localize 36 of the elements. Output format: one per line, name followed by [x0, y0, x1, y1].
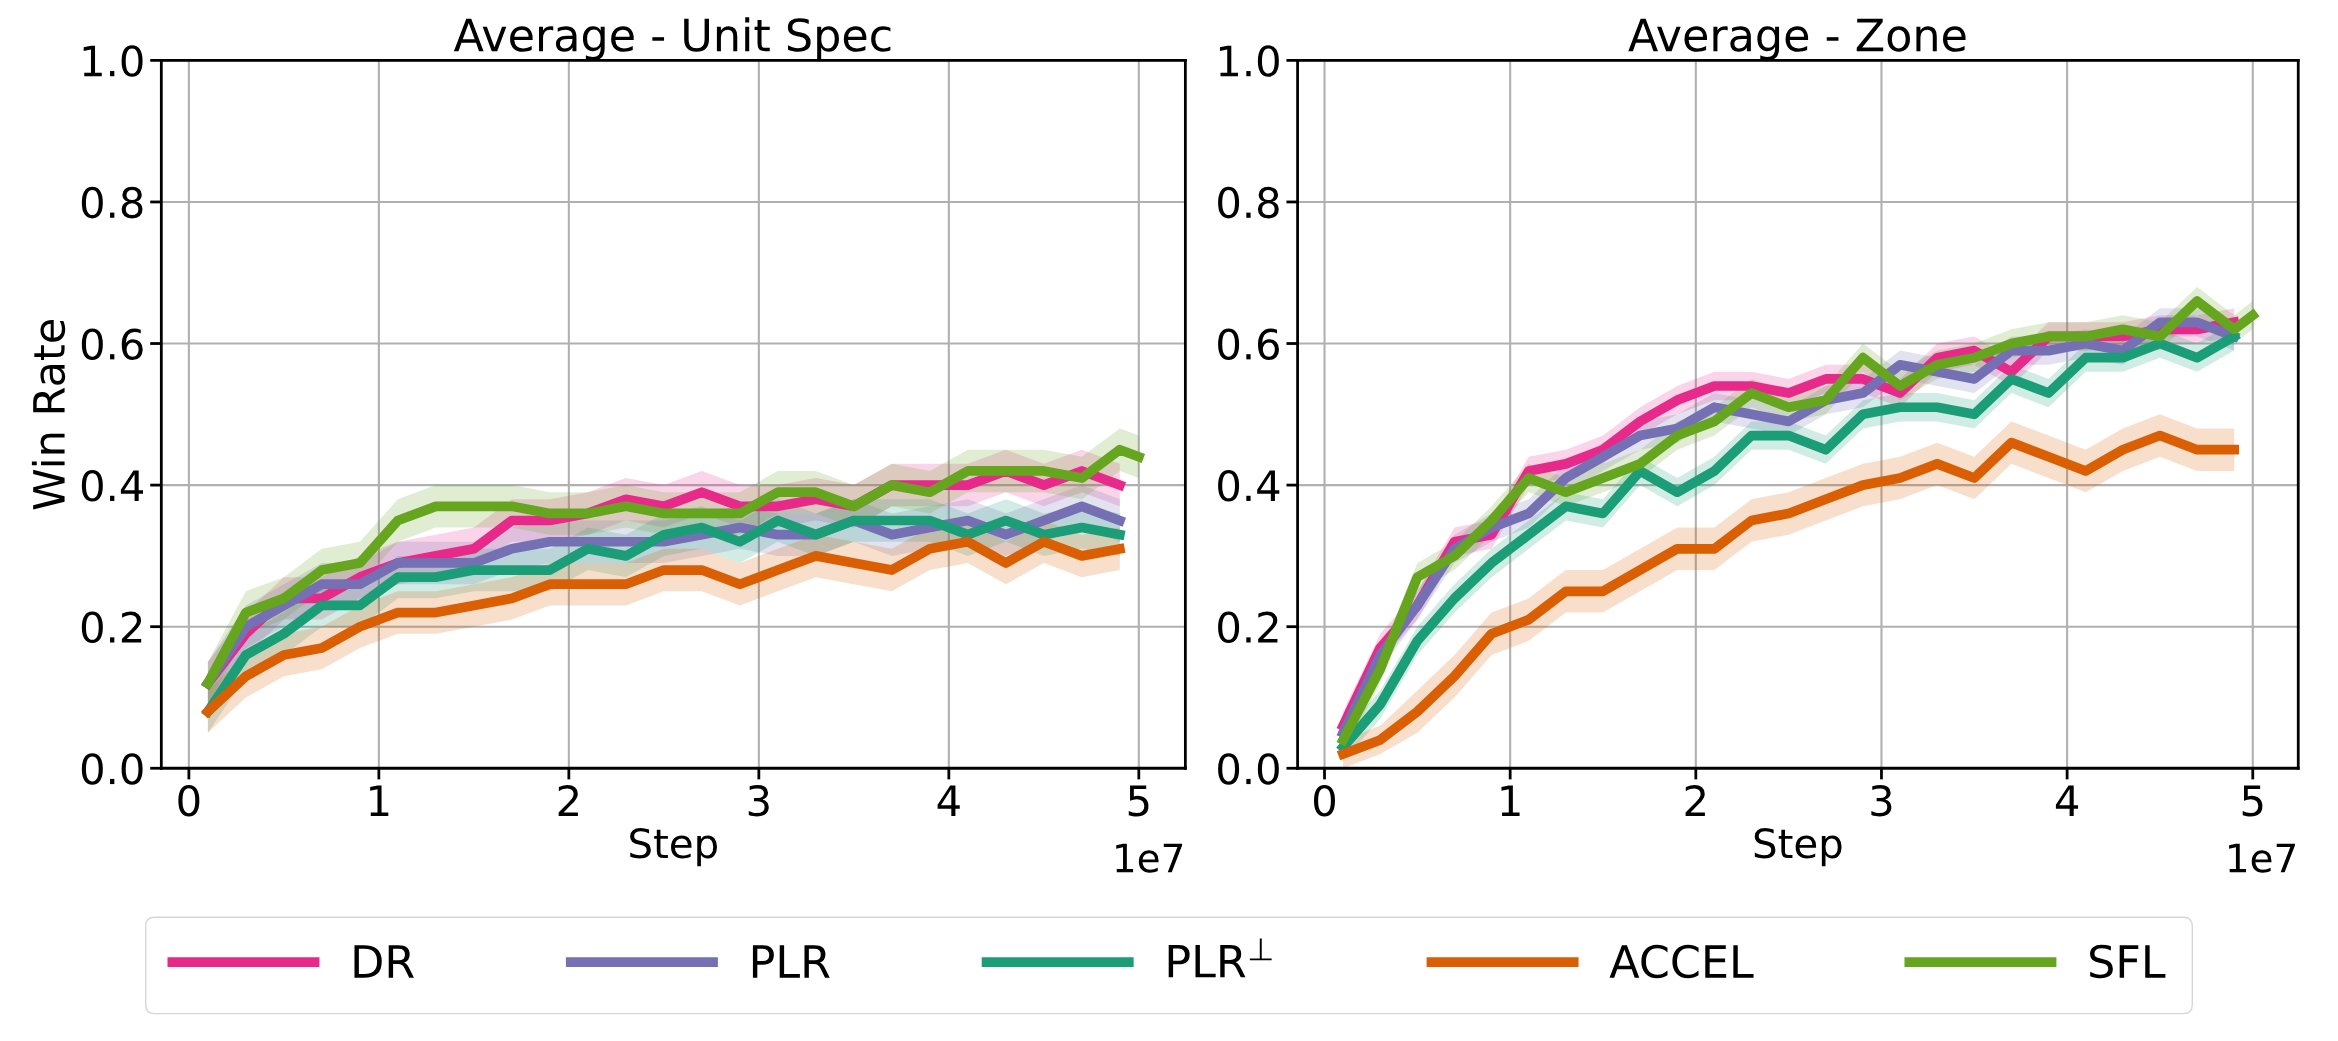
legend-label: PLR$^{⊥}$ [1168, 938, 1272, 978]
y-tick-label: 0.2 [1218, 611, 1278, 644]
y-tick-label: 0.8 [81, 186, 143, 219]
y-tick-label: 0.0 [81, 753, 143, 785]
legend-label: SFL [2090, 944, 2166, 979]
x-tick-label: 0 [178, 784, 200, 817]
y-tick-label: 0.0 [1218, 753, 1279, 785]
y-tick-label: 0.6 [81, 328, 143, 360]
x-tick-label: 1 [1501, 785, 1520, 816]
y-tick-label: 1.0 [1219, 45, 1279, 77]
x-tick-label: 5 [1128, 785, 1149, 817]
chart-title: Average - Zone [1628, 18, 1966, 61]
x-axis-title: Step [1754, 828, 1842, 867]
y-tick-label: 0.6 [1218, 328, 1279, 360]
x-tick-label: 2 [1685, 784, 1705, 816]
chart-title: Average - Unit Spec [453, 17, 891, 61]
x-tick-label: 4 [2055, 785, 2079, 816]
x-tick-label: 0 [1314, 784, 1335, 817]
x-tick-label: 2 [558, 784, 578, 816]
y-tick-label: 0.2 [81, 611, 142, 644]
x-axis-title: Step [630, 828, 717, 867]
legend-label: PLR [752, 945, 830, 978]
text: 1e7 [1116, 843, 1183, 873]
legend-label: ACCEL [1609, 944, 1754, 979]
y-axis-title: Win Rate [31, 319, 66, 510]
text: 1e7 [2229, 843, 2295, 873]
legend-label: DR [354, 945, 414, 978]
y-tick-label: 0.4 [1218, 470, 1280, 502]
x-tick-label: 4 [937, 785, 960, 816]
y-tick-label: 0.4 [81, 470, 144, 502]
x-tick-label: 3 [1871, 784, 1892, 817]
x-tick-label: 5 [2242, 785, 2263, 817]
x-tick-label: 3 [748, 784, 769, 817]
y-tick-label: 0.8 [1218, 186, 1279, 219]
x-tick-label: 1 [370, 785, 389, 816]
y-tick-label: 1.0 [83, 45, 143, 77]
